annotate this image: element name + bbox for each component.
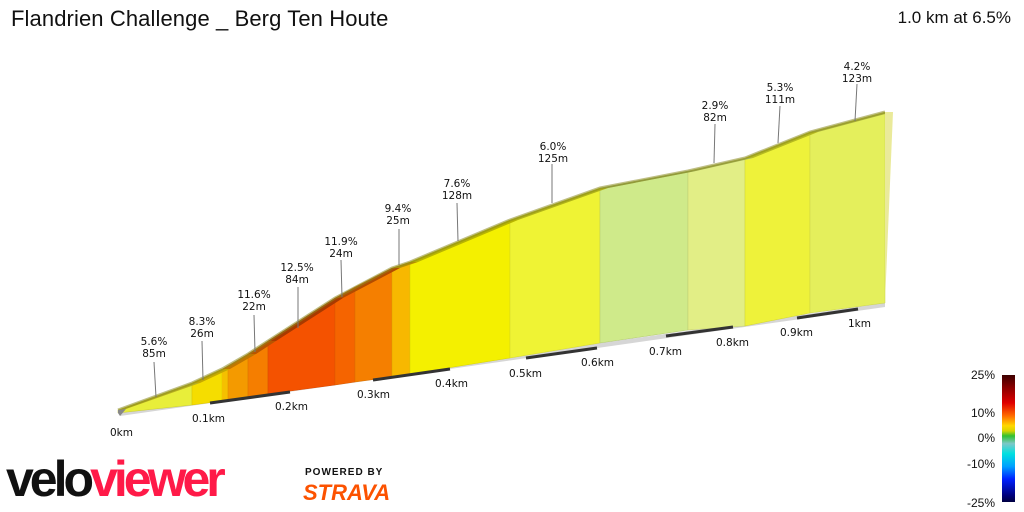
tick-0.6km: 0.6km	[581, 357, 614, 369]
callout-len-11: 123m	[842, 73, 872, 85]
powered-by-label: POWERED BY	[305, 467, 384, 478]
x-axis-labels: 0km 0.1km 0.2km 0.3km 0.4km 0.5km 0.6km …	[110, 318, 871, 439]
tick-0.7km: 0.7km	[649, 346, 682, 358]
tick-0.4km: 0.4km	[435, 378, 468, 390]
segment-8	[509, 187, 601, 359]
callout-grade-10: 5.3%	[767, 82, 794, 94]
strava-logo: STRAVA	[303, 480, 391, 505]
segment-callout-lines	[153, 83, 858, 398]
segment-9b	[687, 157, 746, 331]
tick-0.2km: 0.2km	[275, 401, 308, 413]
tick-0.1km: 0.1km	[192, 413, 225, 425]
segment-3a	[222, 366, 228, 401]
chart-title: Flandrien Challenge _ Berg Ten Houte	[11, 6, 389, 31]
legend-label-minus25: -25%	[966, 496, 995, 510]
segment-11	[809, 111, 886, 314]
callout-len-3: 22m	[242, 301, 266, 313]
callout-len-5: 24m	[329, 248, 353, 260]
legend-label-25: 25%	[970, 368, 995, 382]
climb-summary: 1.0 km at 6.5%	[897, 8, 1011, 27]
callout-grade-2: 8.3%	[189, 316, 216, 328]
callout-grade-11: 4.2%	[844, 61, 871, 73]
legend-label-10: 10%	[970, 406, 995, 420]
gradient-colorbar	[1002, 375, 1015, 502]
callout-grade-1: 5.6%	[141, 336, 168, 348]
profile-segments	[117, 111, 886, 414]
callout-grade-9: 2.9%	[702, 100, 729, 112]
callout-grade-5: 11.9%	[324, 236, 357, 248]
tick-0.3km: 0.3km	[357, 389, 390, 401]
callout-len-8: 125m	[538, 153, 568, 165]
profile-start-cap	[118, 409, 126, 416]
segment-4	[267, 297, 336, 395]
tick-0.5km: 0.5km	[509, 368, 542, 380]
profile-top-edge	[117, 110, 893, 412]
tick-0.9km: 0.9km	[780, 327, 813, 339]
callout-len-2: 26m	[190, 328, 214, 340]
callout-grade-6: 9.4%	[385, 203, 412, 215]
veloviewer-logo: veloviewer	[6, 451, 226, 507]
tick-0km: 0km	[110, 427, 133, 439]
callout-grade-7: 7.6%	[444, 178, 471, 190]
segment-callouts: 5.6% 85m 8.3% 26m 11.6% 22m 12.5% 84m 11…	[141, 61, 872, 360]
callout-len-6: 25m	[386, 215, 410, 227]
profile-right-face	[885, 112, 893, 303]
callout-len-1: 85m	[142, 348, 166, 360]
callout-len-10: 111m	[765, 94, 795, 106]
segment-6	[391, 261, 411, 378]
tick-0.8km: 0.8km	[716, 337, 749, 349]
callout-len-4: 84m	[285, 274, 309, 286]
callout-len-9: 82m	[703, 112, 727, 124]
segment-10	[744, 131, 811, 327]
km-scale-bars	[209, 307, 859, 405]
segment-5a	[334, 286, 356, 386]
legend-label-minus10: -10%	[966, 457, 995, 471]
legend-label-0: 0%	[977, 431, 995, 445]
callout-len-7: 128m	[442, 190, 472, 202]
tick-1km: 1km	[848, 318, 871, 330]
segment-9	[599, 170, 689, 344]
callout-grade-3: 11.6%	[237, 289, 270, 301]
callout-grade-8: 6.0%	[540, 141, 567, 153]
callout-grade-4: 12.5%	[280, 262, 313, 274]
